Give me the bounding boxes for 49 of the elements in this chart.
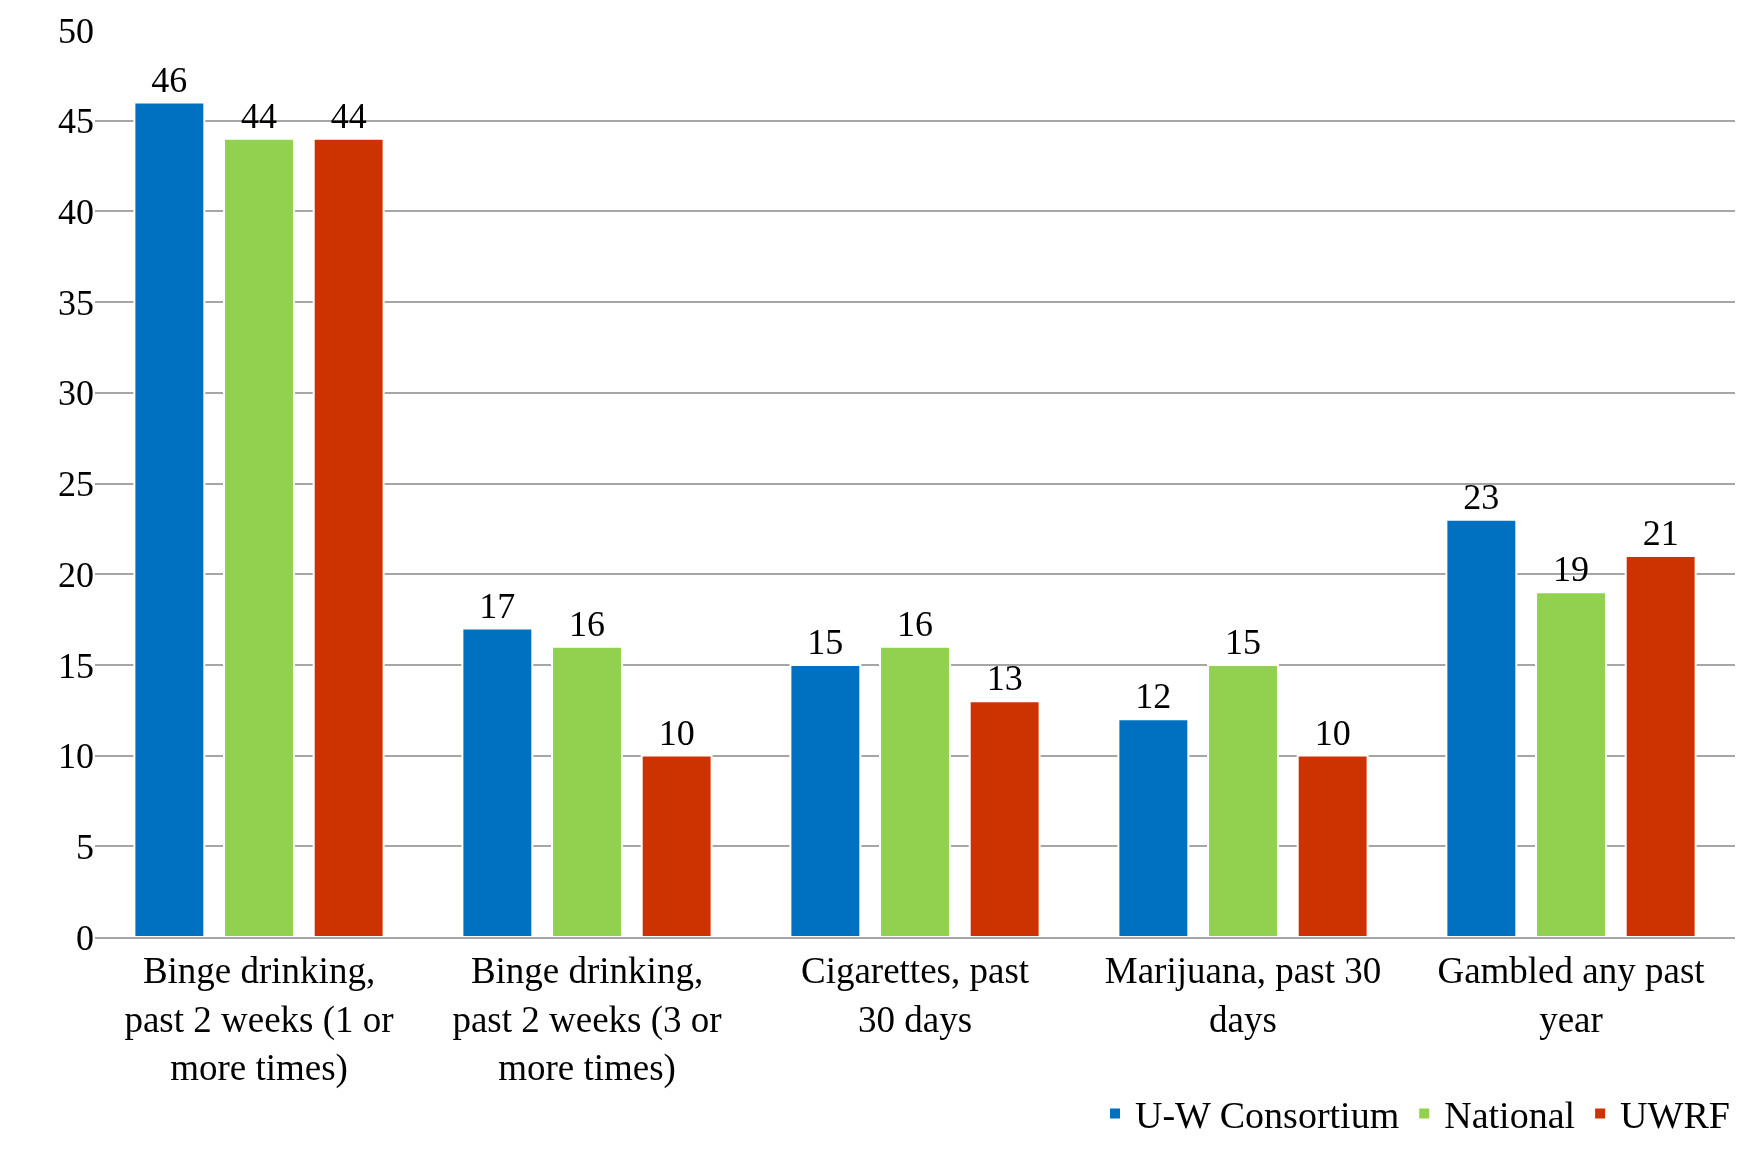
y-tick-label: 10	[58, 736, 94, 777]
y-tick-label: 0	[76, 917, 94, 958]
bar	[312, 137, 385, 937]
data-label: 15	[807, 621, 844, 662]
y-tick-label: 50	[58, 10, 94, 51]
y-tick-label: 35	[58, 282, 94, 323]
data-label: 16	[897, 603, 933, 644]
legend-label: U-W Consortium	[1135, 1094, 1400, 1137]
bar	[968, 700, 1041, 937]
x-tick-label: Binge drinking, past 2 weeks (3 or more times)	[452, 950, 722, 1089]
legend-label: National	[1444, 1094, 1576, 1137]
bar	[1445, 518, 1518, 937]
y-tick-label: 40	[58, 192, 94, 232]
data-label: 16	[569, 603, 605, 644]
bar	[551, 645, 623, 937]
bar	[640, 754, 713, 937]
data-label: 23	[1463, 476, 1500, 517]
data-label: 44	[241, 95, 277, 136]
bar	[1535, 591, 1607, 937]
y-tick-label: 20	[58, 554, 94, 595]
legend-label: UWRF	[1620, 1094, 1730, 1137]
bar	[1117, 718, 1190, 937]
data-label: 19	[1553, 549, 1589, 590]
bar	[133, 101, 206, 937]
y-tick-label: 25	[58, 464, 94, 505]
y-tick-label: 30	[58, 373, 94, 414]
data-label: 46	[151, 59, 188, 100]
bar	[789, 663, 862, 937]
data-label: 12	[1135, 676, 1172, 717]
data-label: 15	[1225, 621, 1261, 662]
x-tick-label: Cigarettes, past 30 days	[800, 950, 1030, 1040]
bar	[223, 137, 295, 937]
bar	[461, 627, 534, 937]
bar	[1624, 555, 1697, 937]
x-tick-label: Marijuana, past 30 days	[1104, 950, 1382, 1040]
data-label: 10	[658, 712, 695, 753]
data-label: 10	[1314, 712, 1351, 753]
bar	[1296, 754, 1369, 937]
data-label: 44	[330, 95, 367, 136]
bar	[879, 645, 951, 937]
data-label: 13	[986, 658, 1023, 699]
x-tick-label: Binge drinking, past 2 weeks (1 or more times)	[124, 950, 394, 1089]
y-tick-label: 5	[76, 826, 94, 867]
x-tick-label: Gambled any past year	[1437, 950, 1706, 1040]
bar	[1207, 663, 1279, 937]
y-tick-label: 45	[58, 101, 94, 142]
data-label: 17	[479, 585, 516, 626]
data-label: 21	[1642, 513, 1679, 554]
y-tick-label: 15	[58, 645, 94, 686]
